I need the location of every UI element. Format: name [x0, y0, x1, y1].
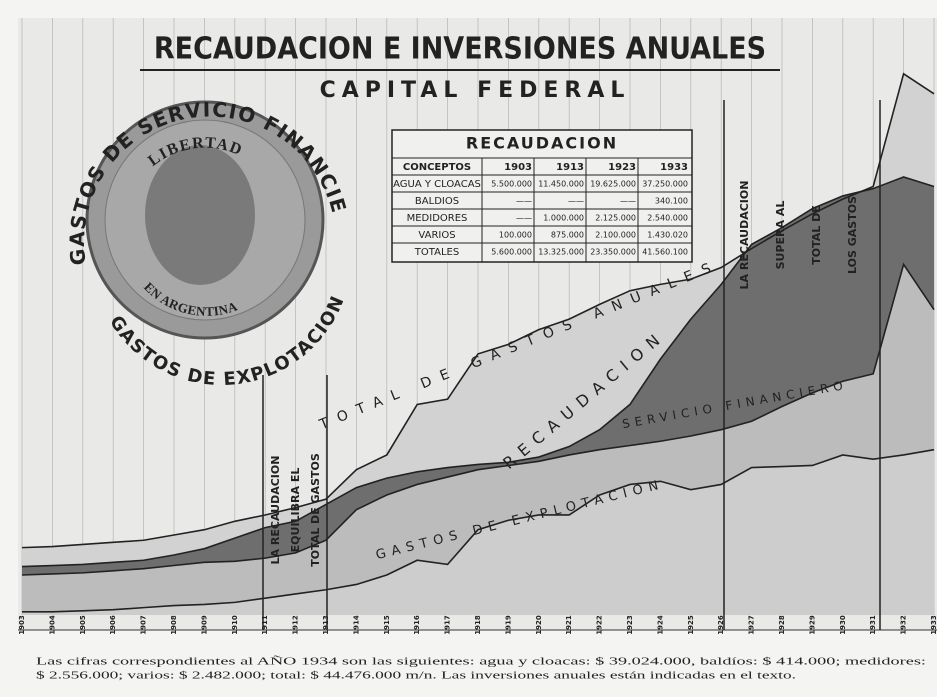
x-tick-label: 1906: [109, 615, 117, 635]
x-tick-label: 1931: [869, 615, 877, 635]
table-cell: 5.500.000: [491, 180, 532, 189]
annotation: LA RECAUDACION: [269, 456, 282, 565]
x-tick-label: 1921: [565, 615, 573, 635]
table-title: RECAUDACION: [466, 134, 618, 153]
x-tick-label: 1912: [292, 615, 300, 635]
table-cell: 2.125.000: [595, 214, 636, 223]
x-tick-label: 1926: [717, 615, 725, 635]
footer-text: $ 2.556.000; varios: $ 2.482.000; total:…: [36, 670, 796, 682]
table-header: 1913: [556, 162, 584, 173]
x-tick-label: 1911: [261, 615, 269, 635]
x-tick-label: 1925: [687, 615, 695, 635]
table-cell: VARIOS: [418, 230, 455, 241]
annotation: EQUILIBRA EL: [289, 468, 302, 553]
table-cell: ——: [516, 197, 532, 206]
table-cell: BALDIOS: [415, 196, 459, 207]
table-cell: 1.000.000: [543, 214, 584, 223]
x-tick-label: 1932: [900, 615, 908, 635]
x-tick-label: 1916: [413, 615, 421, 635]
x-tick-label: 1913: [322, 615, 330, 635]
table-cell: 11.450.000: [538, 180, 584, 189]
x-tick-label: 1928: [778, 615, 786, 635]
x-tick-label: 1908: [170, 615, 178, 635]
chart-subtitle: CAPITAL FEDERAL: [320, 78, 631, 103]
table-cell: 37.250.000: [642, 180, 688, 189]
table-cell: TOTALES: [414, 247, 459, 258]
table-cell: 41.560.100: [642, 248, 688, 257]
x-tick-label: 1909: [200, 615, 208, 635]
x-tick-label: 1924: [656, 615, 664, 635]
table-header: 1933: [660, 162, 688, 173]
chart-title: RECAUDACION E INVERSIONES ANUALES: [154, 32, 766, 67]
table-cell: 875.000: [551, 231, 584, 240]
footer: Las cifras correspondientes al AÑO 1934 …: [36, 656, 926, 682]
table-header: CONCEPTOS: [403, 162, 471, 173]
x-tick-label: 1922: [596, 615, 604, 635]
x-tick-label: 1933: [930, 615, 937, 635]
series-area: [22, 449, 934, 615]
x-tick-label: 1917: [444, 615, 452, 635]
x-tick-label: 1918: [474, 615, 482, 635]
annotation: TOTAL DE GASTOS: [309, 453, 322, 567]
x-tick-label: 1920: [535, 615, 543, 635]
series-line: [21, 176, 935, 568]
x-tick-label: 1910: [231, 615, 239, 635]
x-tick-label: 1930: [839, 615, 847, 635]
table-cell: ——: [620, 197, 636, 206]
x-tick-label: 1914: [352, 615, 360, 635]
annotation: LOS GASTOS: [846, 196, 859, 274]
table-cell: AGUA Y CLOACAS: [393, 179, 481, 190]
table-header: 1903: [504, 162, 532, 173]
series-line: [22, 448, 935, 613]
table-cell: MEDIDORES: [407, 213, 468, 224]
table-cell: ——: [568, 197, 584, 206]
x-tick-label: 1904: [48, 615, 56, 635]
series-line: [21, 262, 935, 576]
x-tick-label: 1903: [18, 615, 26, 635]
table-cell: 2.540.000: [647, 214, 688, 223]
x-tick-label: 1927: [748, 615, 756, 635]
table-cell: 340.100: [655, 197, 688, 206]
table-cell: 5.600.000: [491, 248, 532, 257]
x-tick-label: 1915: [383, 615, 391, 635]
plot: 1903 1904 1905 1906 1907 1908 1909 1910 1911 1912…: [18, 18, 937, 635]
footer-text: Las cifras correspondientes al AÑO 1934 …: [36, 656, 926, 668]
coin-head: [145, 145, 255, 285]
table-cell: 13.325.000: [538, 248, 584, 257]
annotation: SUPERA AL: [774, 201, 787, 270]
table-cell: 1.430.020: [647, 231, 688, 240]
series-line: [21, 72, 935, 549]
x-tick-label: 1905: [79, 615, 87, 635]
annotation: LA RECAUDACION: [738, 181, 751, 290]
x-tick-label: 1923: [626, 615, 634, 635]
table: RECAUDACION CONCEPTOS 1903 1913 1923 1933 AGUA…: [391, 129, 693, 263]
annotation: TOTAL DE: [810, 205, 823, 265]
table-cell: ——: [516, 214, 532, 223]
x-tick-label: 1929: [808, 615, 816, 635]
table-header: 1923: [608, 162, 636, 173]
table-cell: 100.000: [499, 231, 532, 240]
table-cell: 2.100.000: [595, 231, 636, 240]
table-cell: 19.625.000: [590, 180, 636, 189]
x-tick-label: 1919: [504, 615, 512, 635]
table-frame: [391, 129, 693, 263]
table-cell: 23.350.000: [590, 248, 636, 257]
x-tick-label: 1907: [140, 615, 148, 635]
